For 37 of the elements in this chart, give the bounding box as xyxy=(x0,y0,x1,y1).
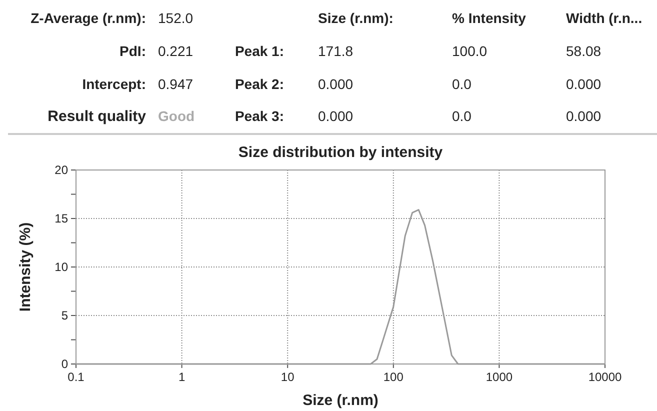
text: % Intensity xyxy=(452,10,526,26)
text: PdI: xyxy=(120,43,146,59)
x-tick-label: 10000 xyxy=(588,370,622,384)
text: 0.000 xyxy=(318,108,354,124)
x-tick-label: 10 xyxy=(280,370,295,384)
text: Intercept: xyxy=(82,76,146,92)
text: 0.000 xyxy=(566,76,602,92)
text: 100.0 xyxy=(452,43,488,59)
text: 152.0 xyxy=(158,10,194,26)
text: 0.0 xyxy=(452,108,472,124)
y-tick-label: 0 xyxy=(61,357,68,371)
y-tick-label: 20 xyxy=(54,163,68,177)
y-axis-title: Intensity (%) xyxy=(17,222,34,312)
text: 0.000 xyxy=(318,76,354,92)
text: Peak 1: xyxy=(234,43,284,59)
text: Z-Average (r.nm): xyxy=(30,10,146,26)
y-tick-label: 15 xyxy=(54,212,68,226)
text: 0.000 xyxy=(566,108,602,124)
x-tick-label: 1000 xyxy=(486,370,513,384)
text: Width (r.n... xyxy=(566,10,642,26)
text: 171.8 xyxy=(318,43,354,59)
text: 0.947 xyxy=(158,76,194,92)
text: 0.0 xyxy=(452,76,472,92)
y-tick-label: 5 xyxy=(61,308,68,322)
text: Result quality xyxy=(48,108,147,125)
text: 58.08 xyxy=(566,43,602,59)
x-axis-title: Size (r.nm) xyxy=(302,392,378,409)
y-tick-label: 10 xyxy=(54,260,68,274)
x-tick-label: 100 xyxy=(383,370,404,384)
chart-title: Size distribution by intensity xyxy=(238,144,444,161)
x-tick-label: 1 xyxy=(178,370,186,384)
text: 0.221 xyxy=(158,43,194,59)
text: Size (r.nm): xyxy=(318,10,394,26)
text: Peak 2: xyxy=(234,76,284,92)
text: Peak 3: xyxy=(234,108,284,124)
text: Good xyxy=(158,108,195,124)
x-tick-label: 0.1 xyxy=(68,370,85,384)
